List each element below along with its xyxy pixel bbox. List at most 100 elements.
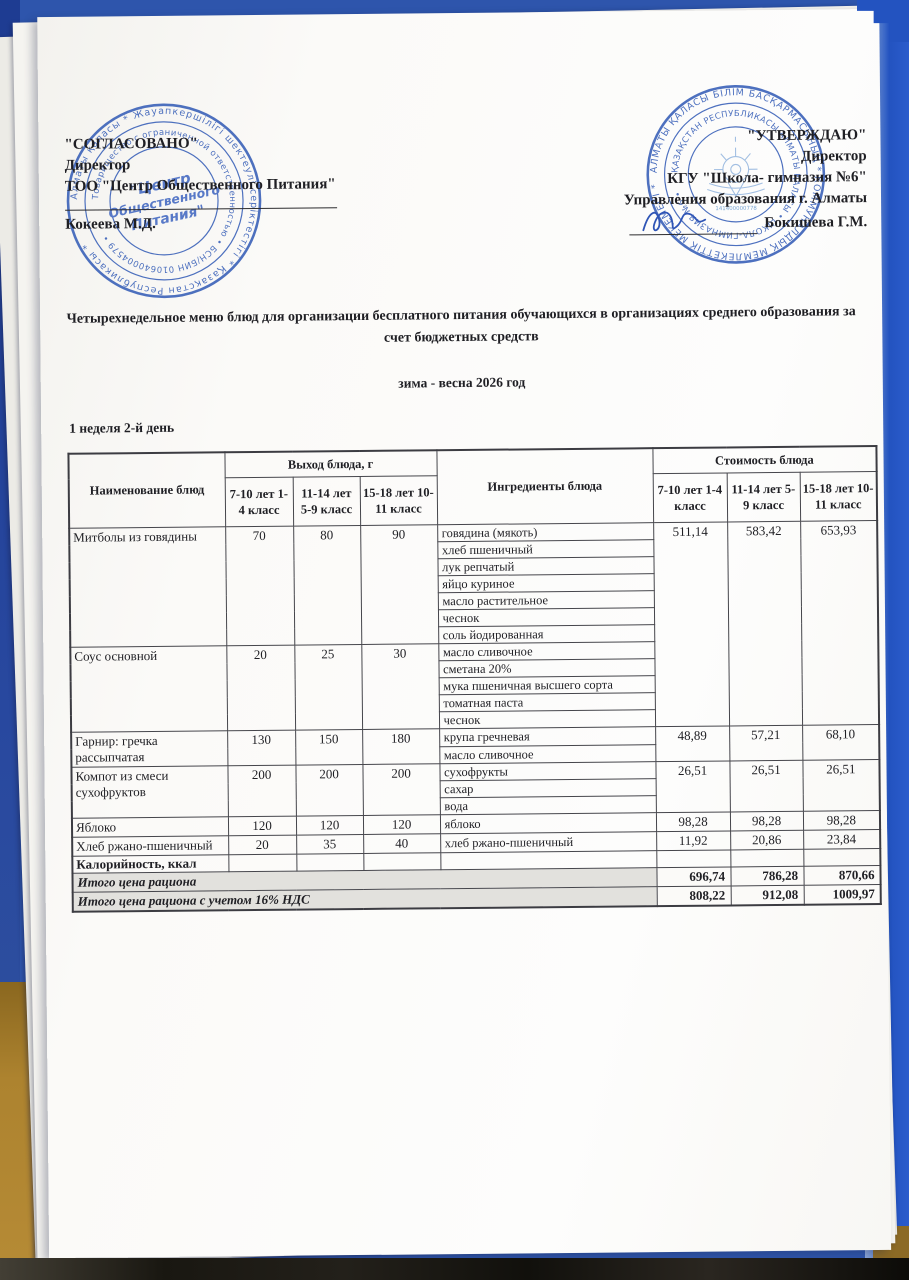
output-cell: 200 xyxy=(227,765,296,817)
output-cell: 20 xyxy=(228,835,297,855)
cost-cell: 98,28 xyxy=(802,810,881,831)
dish-name: Яблоко xyxy=(71,816,229,838)
dish-name: Хлеб ржано-пшеничный xyxy=(72,835,229,857)
ingredient-cell: чеснок xyxy=(437,607,655,627)
cost-cell: 653,93 xyxy=(800,520,880,726)
output-cell: 70 xyxy=(225,526,295,646)
cost-cell xyxy=(656,849,731,868)
ingredient-cell: масло сливочное xyxy=(438,641,655,661)
ingredient-cell: сметана 20% xyxy=(438,658,655,678)
header-output-group: Выход блюда, г xyxy=(224,450,437,478)
ingredient-cell xyxy=(440,850,657,870)
ingredient-cell: яйцо куриное xyxy=(437,573,654,593)
output-cell: 120 xyxy=(227,816,297,836)
dish-name: Соус основной xyxy=(70,645,228,733)
output-cell: 180 xyxy=(362,728,440,765)
ingredient-cell: лук репчатый xyxy=(437,556,654,576)
season-subtitle: зима - весна 2026 год xyxy=(398,374,526,391)
output-cell: 120 xyxy=(295,815,364,836)
total-cost-cell: 808,22 xyxy=(656,885,731,907)
output-cell: 200 xyxy=(362,763,440,816)
header-dish-name: Наименование блюд xyxy=(68,452,226,529)
stamp-bin-number: 141400000778 xyxy=(715,206,757,212)
week-day-label: 1 неделя 2-й день xyxy=(69,419,175,436)
total-cost-cell: 786,28 xyxy=(730,866,804,886)
output-cell xyxy=(228,854,297,872)
cost-cell: 11,92 xyxy=(656,830,731,851)
output-cell: 150 xyxy=(295,729,363,766)
approval-block-left: "СОГЛАСОВАНО" Директор ТОО "Центр Общест… xyxy=(64,131,425,235)
dish-name: Гарнир: гречка рассыпчатая xyxy=(71,730,228,768)
total-cost-cell: 870,66 xyxy=(803,865,881,886)
total-cost-cell: 696,74 xyxy=(656,866,731,887)
output-cell: 80 xyxy=(293,525,362,646)
cost-cell: 20,86 xyxy=(730,830,804,850)
signature-line xyxy=(629,211,758,236)
photo-bottom-shadow xyxy=(0,1258,909,1280)
cost-cell: 98,28 xyxy=(655,811,731,832)
agreed-signer: Кокеева М.Д. xyxy=(65,215,156,233)
output-cell: 200 xyxy=(295,764,363,817)
header-cost-group: Стоимость блюда xyxy=(652,446,877,474)
total-cost-cell: 1009,97 xyxy=(803,884,881,905)
ingredient-cell: чеснок xyxy=(438,709,656,729)
cost-cell: 26,51 xyxy=(729,760,803,812)
header-cost-age-3: 15-18 лет 10-11 класс xyxy=(799,471,878,522)
menu-table: Наименование блюд Выход блюда, г Ингреди… xyxy=(67,445,882,913)
ingredient-cell: сахар xyxy=(439,778,656,798)
output-cell: 130 xyxy=(227,730,296,766)
agreed-org: ТОО "Центр Общественного Питания" xyxy=(64,176,336,195)
output-cell xyxy=(363,852,441,871)
ingredient-cell: масло сливочное xyxy=(439,744,656,764)
header-cost-age-1: 7-10 лет 1-4 класс xyxy=(652,472,728,523)
signature-row: Бокишева Г.М. xyxy=(507,209,867,236)
kazakhstan-emblem-icon xyxy=(707,136,765,198)
header-age-3: 15-18 лет 10-11 класс xyxy=(359,475,438,526)
cost-cell: 26,51 xyxy=(802,759,880,812)
header-ingredients: Ингредиенты блюда xyxy=(436,448,654,525)
header-age-1: 7-10 лет 1-4 класс xyxy=(224,477,294,527)
cost-cell: 511,14 xyxy=(653,521,730,727)
output-cell: 120 xyxy=(362,814,441,835)
cost-cell: 57,21 xyxy=(729,725,803,761)
ingredient-cell: томатная паста xyxy=(438,692,655,712)
ingredient-cell: соль йодированная xyxy=(438,624,655,644)
ingredient-cell: сухофрукты xyxy=(439,761,656,781)
dish-name: Компот из смеси сухофруктов xyxy=(71,765,228,819)
ingredient-cell: яблоко xyxy=(439,812,657,834)
cost-cell: 68,10 xyxy=(802,724,880,761)
total-with-vat-label: Итого цена рациона с учетом 16% НДС xyxy=(72,886,657,912)
ingredient-cell: хлеб пшеничный xyxy=(437,539,654,559)
approved-signer: Бокишева Г.М. xyxy=(764,214,868,232)
signature-icon xyxy=(642,211,707,232)
header-cost-age-2: 11-14 лет 5-9 класс xyxy=(726,472,801,522)
total-cost-cell: 912,08 xyxy=(730,885,804,906)
output-cell: 90 xyxy=(360,524,439,645)
cost-cell: 583,42 xyxy=(727,521,803,726)
cost-cell: 98,28 xyxy=(729,811,804,831)
ingredient-cell: масло растительное xyxy=(437,590,654,610)
output-cell: 30 xyxy=(361,643,440,730)
ingredient-cell: вода xyxy=(439,795,656,815)
signature-line xyxy=(64,195,338,211)
header-age-2: 11-14 лет 5-9 класс xyxy=(292,476,361,527)
cost-cell: 23,84 xyxy=(803,829,881,850)
stamp-contractor-seal: Алматы қаласы * Жауапкершілігі шектеулі … xyxy=(66,103,262,299)
stamp-school-seal: АЛМАТЫ ҚАЛАСЫ БІЛІМ БАСҚАРМАСЫНЫҢ * КОММ… xyxy=(646,85,826,264)
ingredient-cell: крупа гречневая xyxy=(439,726,656,747)
document-title: Четырехнедельное меню блюд для организац… xyxy=(66,304,856,346)
output-cell: 25 xyxy=(294,644,363,731)
ingredient-cell: мука пшеничная высшего сорта xyxy=(438,675,655,695)
calories-label: Калорийность, ккал xyxy=(72,854,229,874)
output-cell: 35 xyxy=(296,834,364,855)
document-page: Алматы қаласы * Жауапкершілігі шектеулі … xyxy=(37,8,892,1259)
cost-cell xyxy=(803,848,881,867)
ingredient-cell: говядина (мякоть) xyxy=(437,522,654,542)
output-cell xyxy=(296,853,364,872)
approval-block-right: "УТВЕРЖДАЮ" Директор КГУ "Школа- гимнази… xyxy=(506,125,867,236)
cost-cell: 26,51 xyxy=(655,760,730,813)
output-cell: 20 xyxy=(226,645,296,731)
output-cell: 40 xyxy=(363,833,441,854)
cost-cell xyxy=(730,849,804,867)
